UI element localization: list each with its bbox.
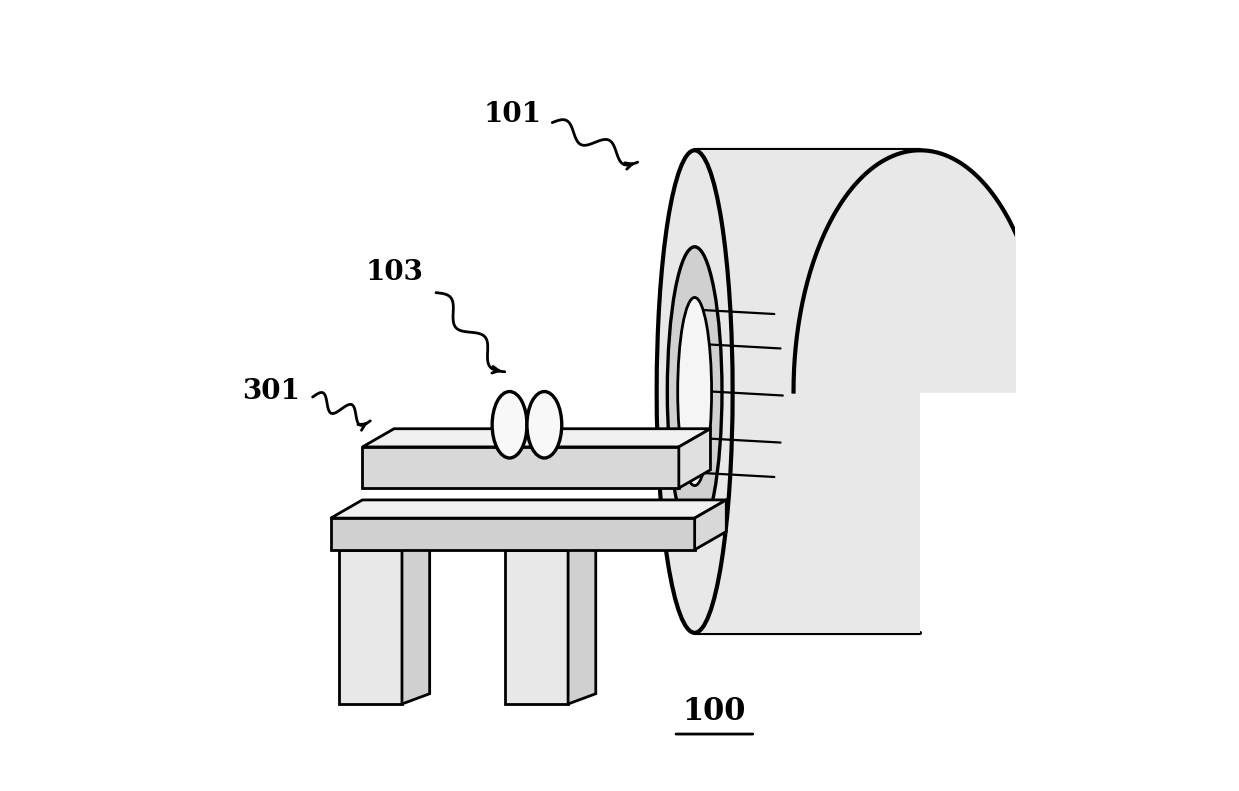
Ellipse shape xyxy=(668,247,722,536)
Polygon shape xyxy=(331,500,726,518)
Polygon shape xyxy=(401,539,430,704)
Text: 103: 103 xyxy=(366,259,422,286)
Polygon shape xyxy=(338,550,401,704)
Ellipse shape xyxy=(527,392,561,458)
Ellipse shape xyxy=(657,150,732,633)
Polygon shape xyxy=(363,447,679,488)
Text: 100: 100 xyxy=(683,696,746,728)
Polygon shape xyxy=(695,150,921,633)
Ellipse shape xyxy=(678,297,711,486)
Text: 301: 301 xyxy=(243,378,300,405)
Polygon shape xyxy=(363,429,710,447)
Polygon shape xyxy=(679,429,710,488)
Text: 101: 101 xyxy=(483,101,541,128)
Ellipse shape xyxy=(492,392,527,458)
Polygon shape xyxy=(331,518,695,550)
Polygon shape xyxy=(504,550,569,704)
Polygon shape xyxy=(695,500,726,550)
Polygon shape xyxy=(569,539,596,704)
